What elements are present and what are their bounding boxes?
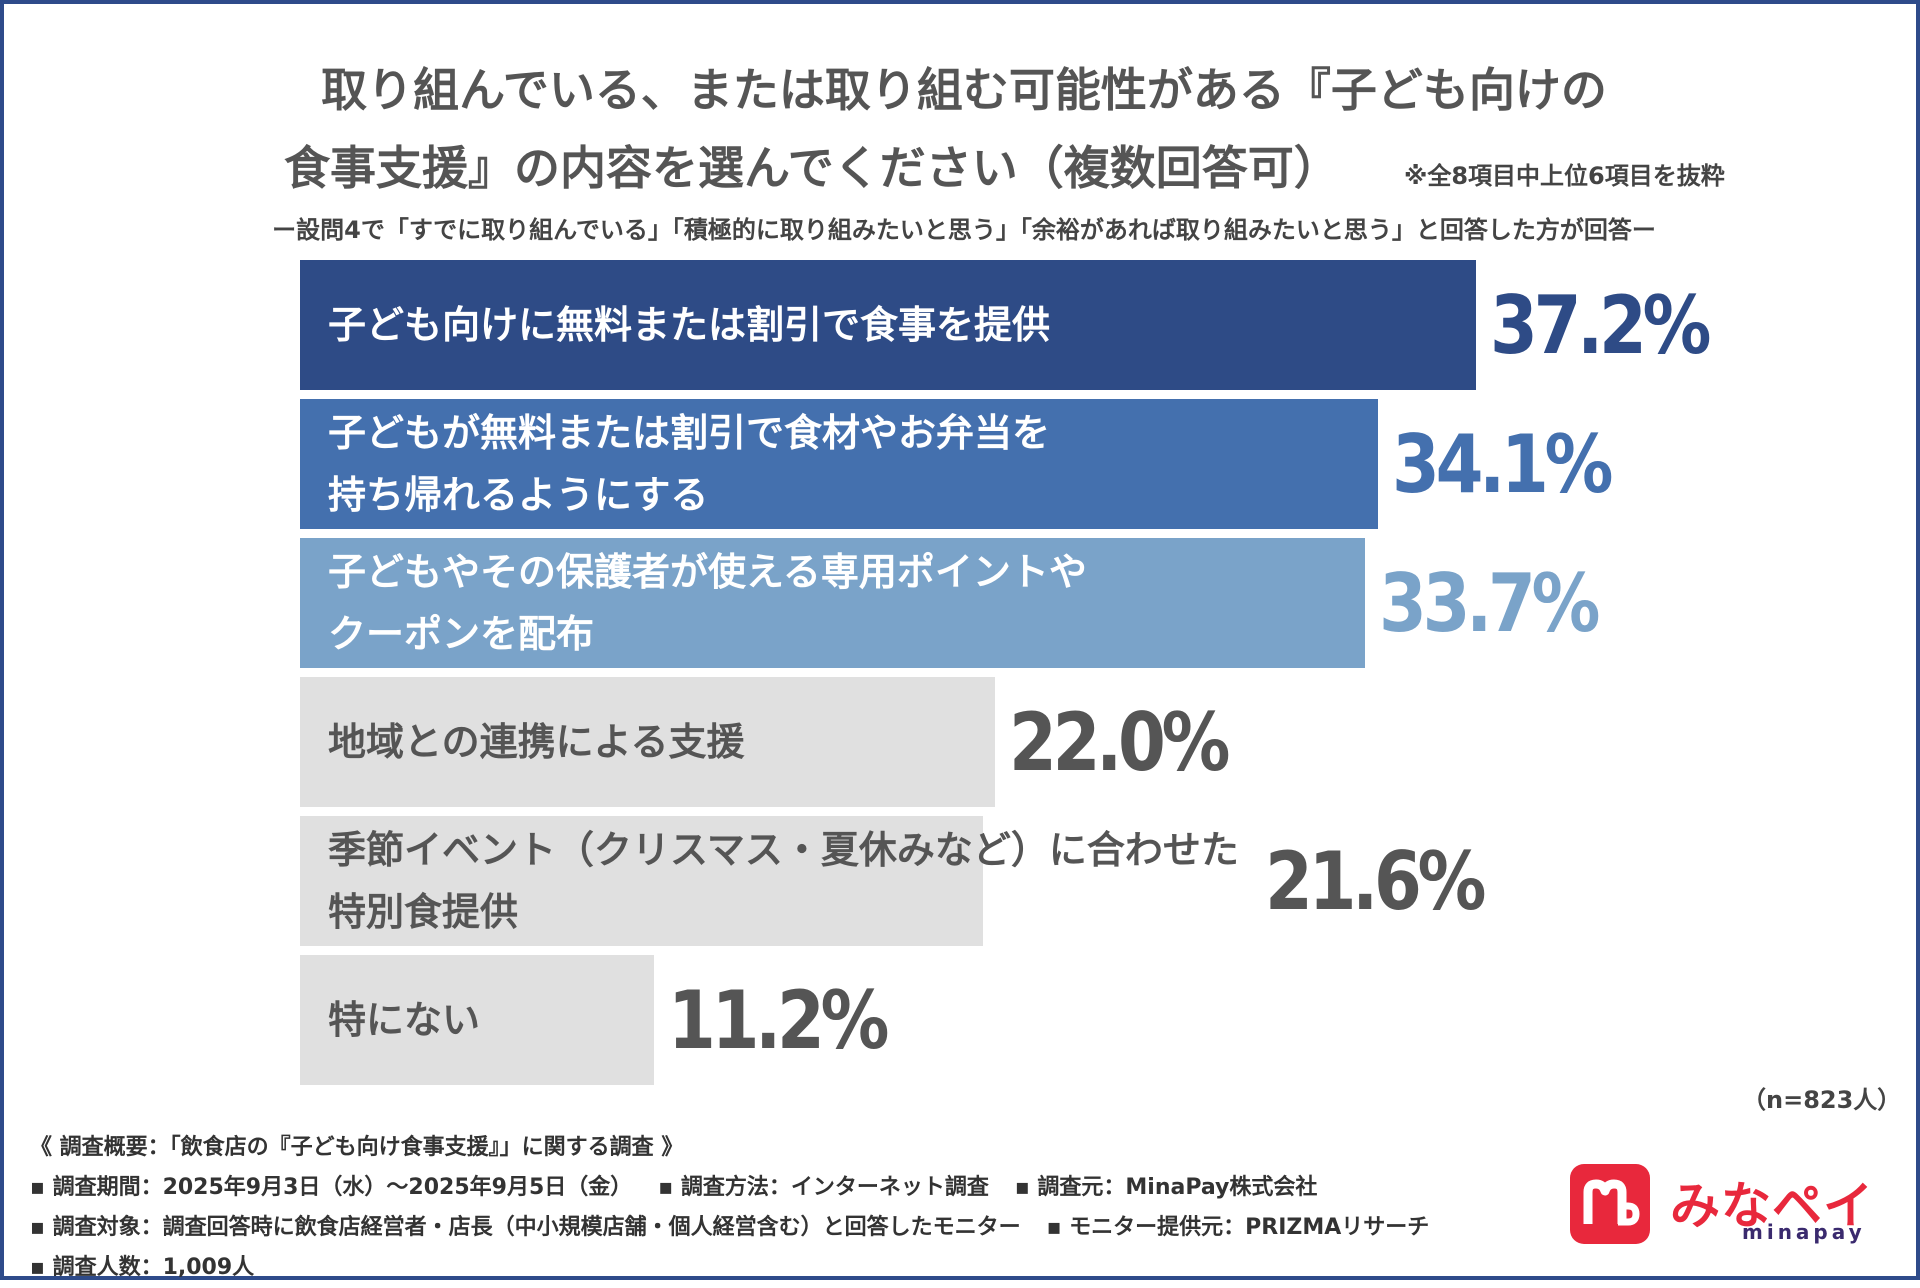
title-note: ※全8項目中上位6項目を抜粋 <box>1404 162 1725 190</box>
survey-method: ▪ 調査方法：インターネット調査 <box>658 1175 989 1200</box>
bar-label-line: 特にない <box>328 998 481 1042</box>
bar-chart: 子ども向けに無料または割引で食事を提供 37.2% 子どもが無料または割引で食材やお… <box>4 4 1920 1284</box>
bar-label-3: 子どもやその保護者が使える専用ポイントや クーポンを配布 <box>328 541 1087 665</box>
bar-label-line: 子ども向けに無料または割引で食事を提供 <box>328 303 1051 347</box>
bar-3 <box>300 538 1365 668</box>
chart-title-line-1: 取り組んでいる、または取り組む可能性がある『子ども向けの <box>321 63 1607 117</box>
survey-row-1: ▪ 調査期間：2025年9月3日（水）～2025年9月5日（金） ▪ 調査方法：イ… <box>30 1168 1429 1208</box>
bar-label-line: 持ち帰れるようにする <box>328 473 709 517</box>
bar-label-line: 子どもやその保護者が使える専用ポイントや <box>328 550 1087 594</box>
bar-1 <box>300 260 1476 390</box>
logo-wordmark: みなペイ <box>1670 1177 1874 1235</box>
bar-label-line: 地域との連携による支援 <box>328 720 745 764</box>
bar-label-4: 地域との連携による支援 <box>328 711 744 773</box>
bar-label-2: 子どもが無料または割引で食材やお弁当を 持ち帰れるようにする <box>328 402 1050 526</box>
survey-heading: 《 調査概要：「飲食店の『子ども向け食事支援』」に関する調査 》 <box>30 1135 684 1160</box>
bar-value-label-6: 11.2% <box>667 973 889 1067</box>
survey-provider: ▪ モニター提供元：PRIZMAリサーチ <box>1046 1215 1430 1240</box>
bar-value-label-5: 21.6% <box>1265 834 1486 928</box>
logo-subtext: minapay <box>1742 1220 1866 1244</box>
bar-label-line: 子どもが無料または割引で食材やお弁当を <box>328 411 1051 455</box>
minapay-logo-mark <box>1570 1164 1650 1244</box>
bar-label-line: クーポンを配布 <box>328 612 595 656</box>
bar-6 <box>300 955 654 1085</box>
bar-label-line: 特別食提供 <box>328 890 519 934</box>
survey-summary: 《 調査概要：「飲食店の『子ども向け食事支援』」に関する調査 》 ▪ 調査期間：… <box>30 1128 1429 1288</box>
survey-period: ▪ 調査期間：2025年9月3日（水）～2025年9月5日（金） <box>30 1175 633 1200</box>
chart-title-line-2: 食事支援』の内容を選んでください（複数回答可） <box>284 141 1340 195</box>
survey-row-2: ▪ 調査対象：調査回答時に飲食店経営者・店長（中小規模店舗・個人経営含む）と回答… <box>30 1208 1429 1248</box>
survey-count: ▪ 調査人数：1,009人 <box>30 1255 255 1280</box>
survey-target: ▪ 調査対象：調査回答時に飲食店経営者・店長（中小規模店舗・個人経営含む）と回答… <box>30 1215 1021 1240</box>
bar-label-1: 子ども向けに無料または割引で食事を提供 <box>328 294 1050 356</box>
bar-value-label-4: 22.0% <box>1009 695 1230 789</box>
logo-m-icon <box>1583 1179 1640 1226</box>
sample-size-note: （n=823人） <box>1742 1086 1902 1114</box>
bar-label-5: 季節イベント（クリスマス・夏休みなど）に合わせた 特別食提供 <box>328 819 1239 943</box>
bar-4 <box>300 677 996 807</box>
bar-2 <box>300 399 1378 529</box>
bar-value-label-3: 33.7% <box>1378 556 1600 650</box>
bar-value-label-1: 37.2% <box>1489 278 1711 372</box>
bar-label-6: 特にない <box>328 989 480 1051</box>
bar-label-line: 季節イベント（クリスマス・夏休みなど）に合わせた <box>328 828 1239 872</box>
bar-value-label-2: 34.1% <box>1391 417 1613 511</box>
minapay-logo: みなペイ minapay <box>1570 1164 1900 1244</box>
chart-subtitle: ー設問4で「すでに取り組んでいる」「積極的に取り組みたいと思う」「余裕があれば取… <box>272 216 1656 244</box>
survey-source: ▪ 調査元：MinaPay株式会社 <box>1014 1175 1318 1200</box>
bar-5 <box>300 816 983 946</box>
